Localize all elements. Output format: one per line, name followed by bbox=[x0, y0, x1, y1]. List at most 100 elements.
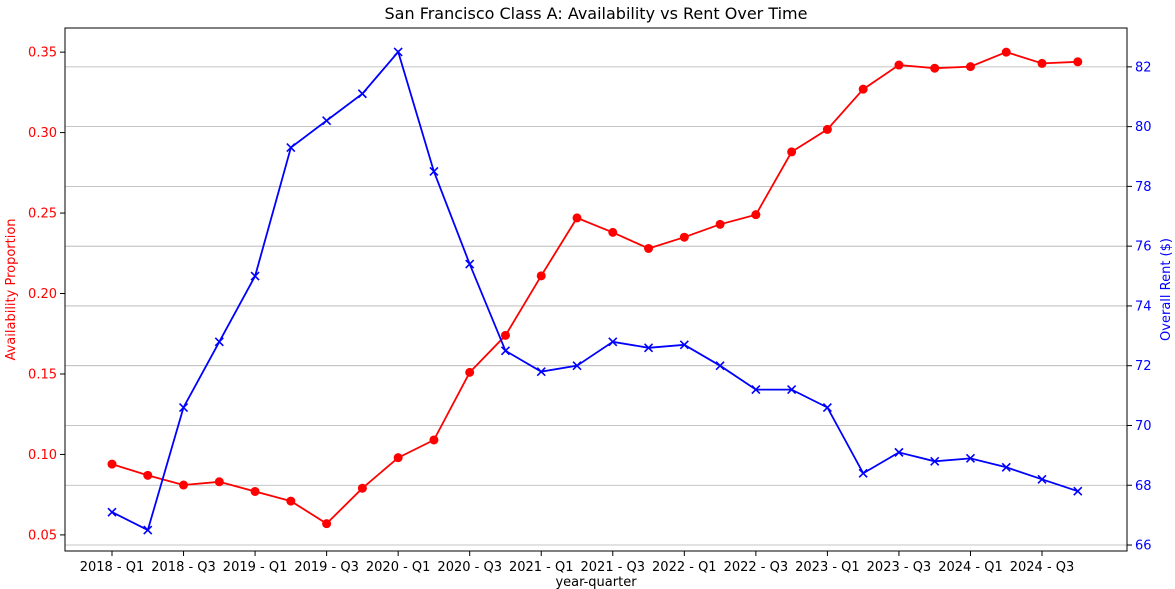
y-right-tick-label: 76 bbox=[1135, 240, 1152, 255]
y-right-tick-label: 82 bbox=[1135, 60, 1152, 75]
data-point-1 bbox=[751, 210, 761, 220]
x-tick-label: 2020 - Q3 bbox=[437, 560, 502, 575]
data-point-1 bbox=[787, 147, 797, 157]
x-tick-label: 2018 - Q1 bbox=[80, 560, 145, 575]
x-tick-label: 2019 - Q3 bbox=[294, 560, 359, 575]
data-point-2 bbox=[465, 259, 475, 269]
y-axis-right-label: Overall Rent ($) bbox=[1159, 238, 1174, 341]
series-line-2 bbox=[111, 50, 1079, 532]
data-point-1 bbox=[500, 330, 510, 340]
data-point-1 bbox=[143, 470, 153, 480]
data-point-2 bbox=[107, 507, 117, 517]
y-left-tick-label: 0.15 bbox=[28, 367, 57, 382]
data-point-2 bbox=[357, 89, 367, 99]
data-point-1 bbox=[858, 84, 868, 94]
data-point-2 bbox=[214, 337, 224, 347]
x-tick-label: 2023 - Q3 bbox=[867, 560, 932, 575]
data-point-1 bbox=[107, 459, 117, 469]
data-point-1 bbox=[429, 435, 439, 445]
x-tick-label: 2021 - Q3 bbox=[581, 560, 646, 575]
data-point-2 bbox=[858, 468, 868, 478]
data-point-1 bbox=[357, 483, 367, 493]
y-right-tick-label: 72 bbox=[1135, 359, 1152, 374]
data-point-1 bbox=[679, 232, 689, 242]
data-point-2 bbox=[1037, 474, 1047, 484]
data-point-1 bbox=[322, 519, 332, 529]
y-axis-left: 0.05 0.10 0.15 0.20 0.25 0.30 0.35 bbox=[28, 46, 65, 543]
data-point-2 bbox=[751, 385, 761, 395]
y-right-tick-label: 66 bbox=[1135, 539, 1152, 554]
x-axis-label: year-quarter bbox=[555, 575, 637, 589]
data-point-1 bbox=[930, 63, 940, 73]
y-left-tick-label: 0.10 bbox=[28, 448, 57, 463]
data-point-2 bbox=[286, 142, 296, 153]
data-point-1 bbox=[608, 227, 618, 237]
data-point-1 bbox=[1037, 58, 1047, 68]
data-point-1 bbox=[572, 213, 582, 223]
data-point-2 bbox=[322, 116, 332, 126]
data-point-2 bbox=[429, 166, 439, 177]
data-point-1 bbox=[715, 219, 725, 229]
data-point-1 bbox=[822, 124, 832, 134]
data-point-1 bbox=[644, 243, 654, 253]
data-point-2 bbox=[930, 456, 940, 466]
series-line-1 bbox=[111, 51, 1078, 525]
data-point-2 bbox=[1073, 486, 1083, 496]
y-left-tick-label: 0.05 bbox=[28, 528, 57, 543]
data-point-2 bbox=[608, 337, 618, 347]
data-point-1 bbox=[1073, 57, 1083, 67]
data-point-1 bbox=[965, 62, 975, 72]
x-tick-label: 2021 - Q1 bbox=[509, 560, 574, 575]
plot-frame bbox=[64, 27, 1128, 552]
gridlines bbox=[65, 66, 1127, 546]
data-point-2 bbox=[679, 340, 689, 350]
data-point-2 bbox=[643, 343, 654, 353]
data-point-2 bbox=[178, 402, 189, 413]
data-point-2 bbox=[787, 385, 797, 395]
x-tick-label: 2022 - Q3 bbox=[724, 560, 789, 575]
data-point-2 bbox=[250, 271, 260, 281]
series-group bbox=[107, 47, 1083, 535]
data-point-1 bbox=[894, 60, 904, 70]
x-tick-label: 2024 - Q1 bbox=[938, 560, 1003, 575]
data-point-2 bbox=[572, 361, 582, 371]
x-tick-label: 2023 - Q1 bbox=[795, 560, 860, 575]
data-point-1 bbox=[393, 453, 403, 463]
data-point-2 bbox=[965, 453, 976, 463]
x-tick-label: 2019 - Q1 bbox=[223, 560, 288, 575]
x-tick-label: 2020 - Q1 bbox=[366, 560, 431, 575]
y-left-tick-label: 0.20 bbox=[28, 287, 57, 302]
y-right-tick-label: 80 bbox=[1135, 120, 1152, 135]
data-point-2 bbox=[715, 361, 725, 371]
y-axis-right: 66 68 70 72 74 76 78 80 82 bbox=[1127, 60, 1152, 554]
data-point-2 bbox=[536, 367, 546, 377]
data-point-1 bbox=[250, 486, 260, 496]
data-point-1 bbox=[214, 477, 224, 487]
data-point-1 bbox=[536, 271, 546, 281]
x-tick-label: 2022 - Q1 bbox=[652, 560, 717, 575]
x-tick-label: 2018 - Q3 bbox=[151, 560, 216, 575]
chart-title: San Francisco Class A: Availability vs R… bbox=[385, 4, 808, 23]
y-left-tick-label: 0.25 bbox=[28, 207, 57, 222]
data-point-2 bbox=[143, 525, 153, 535]
x-axis: 2018 - Q1 2018 - Q3 2019 - Q1 2019 - Q3 2020… bbox=[80, 551, 1075, 575]
y-right-tick-label: 78 bbox=[1135, 180, 1152, 195]
data-point-1 bbox=[179, 480, 189, 490]
data-point-2 bbox=[822, 402, 832, 413]
data-point-2 bbox=[393, 47, 403, 57]
data-point-2 bbox=[500, 346, 511, 356]
x-tick-label: 2024 - Q3 bbox=[1010, 560, 1075, 575]
y-right-tick-label: 68 bbox=[1135, 479, 1152, 494]
y-axis-left-label: Availability Proportion bbox=[4, 218, 19, 360]
data-point-1 bbox=[1001, 47, 1011, 57]
y-right-tick-label: 70 bbox=[1135, 419, 1152, 434]
data-point-1 bbox=[286, 496, 296, 506]
data-point-1 bbox=[465, 367, 475, 377]
y-right-tick-label: 74 bbox=[1135, 299, 1152, 314]
data-point-2 bbox=[1001, 462, 1011, 472]
y-left-tick-label: 0.30 bbox=[28, 126, 57, 141]
y-left-tick-label: 0.35 bbox=[28, 46, 57, 61]
data-point-2 bbox=[894, 447, 904, 457]
